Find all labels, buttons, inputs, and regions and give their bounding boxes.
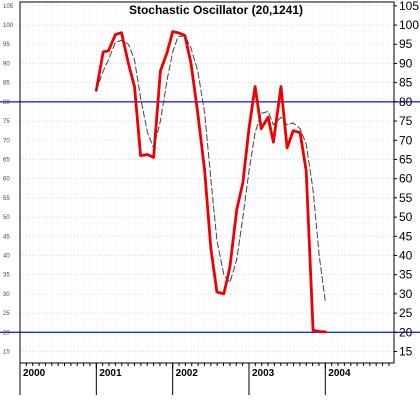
y-tick-label-left: 25 [3,311,10,317]
y-tick-label-left: 20 [3,330,10,336]
y-tick-label-left: 75 [3,119,10,125]
y-tick-label-left: 100 [3,23,14,29]
y-tick-label-right: 65 [399,152,413,166]
y-tick-label-right: 105 [399,0,419,13]
y-tick-label-right: 100 [399,18,419,32]
y-tick-label-right: 40 [399,248,413,262]
y-tick-label-right: 90 [399,56,413,70]
y-tick-label-left: 55 [3,196,10,202]
x-tick-label: 2003 [252,368,275,379]
x-tick-label: 2004 [328,368,351,379]
y-tick-label-right: 85 [399,76,413,90]
y-tick-label-right: 15 [399,344,413,358]
y-tick-label-right: 35 [399,268,413,282]
y-tick-label-right: 45 [399,229,413,243]
y-tick-label-right: 20 [399,325,413,339]
y-tick-label-right: 95 [399,37,413,51]
y-tick-label-left: 85 [3,81,10,87]
series-solid-line [94,30,327,334]
y-tick-label-left: 35 [3,273,10,279]
y-tick-label-left: 95 [3,42,10,48]
x-tick-label: 2001 [99,368,122,379]
y-tick-label-left: 30 [3,292,10,298]
x-tick-label: 2002 [176,368,199,379]
y-tick-label-right: 60 [399,172,413,186]
x-axis: 2000 2001 2002 2003 2004 [19,363,390,395]
grid [19,2,394,363]
y-axis: 15 15 20 20 25 25 30 30 35 35 40 40 45 45 50 50 55 55 60 60… [3,0,419,358]
y-tick-label-left: 45 [3,234,10,240]
y-tick-label-right: 70 [399,133,413,147]
y-tick-label-right: 25 [399,306,413,320]
y-tick-label-left: 80 [3,100,10,106]
chart-title: Stochastic Oscillator (20,1241) [129,3,303,17]
y-tick-label-left: 15 [3,349,10,355]
y-tick-label-left: 65 [3,157,10,163]
y-tick-label-left: 105 [3,4,14,10]
series-layer [94,30,327,334]
y-tick-label-left: 50 [3,215,10,221]
plot-frame [19,1,395,364]
x-tick-label: 2000 [23,368,46,379]
series-dashed-line [95,35,326,303]
y-tick-label-right: 30 [399,287,413,301]
y-tick-label-right: 80 [399,95,413,109]
y-tick-label-right: 75 [399,114,413,128]
y-tick-label-right: 55 [399,191,413,205]
y-tick-label-right: 50 [399,210,413,224]
reference-lines [0,101,420,333]
y-tick-label-left: 70 [3,138,10,144]
y-tick-label-left: 60 [3,177,10,183]
y-tick-label-left: 90 [3,61,10,67]
y-tick-label-left: 40 [3,253,10,259]
